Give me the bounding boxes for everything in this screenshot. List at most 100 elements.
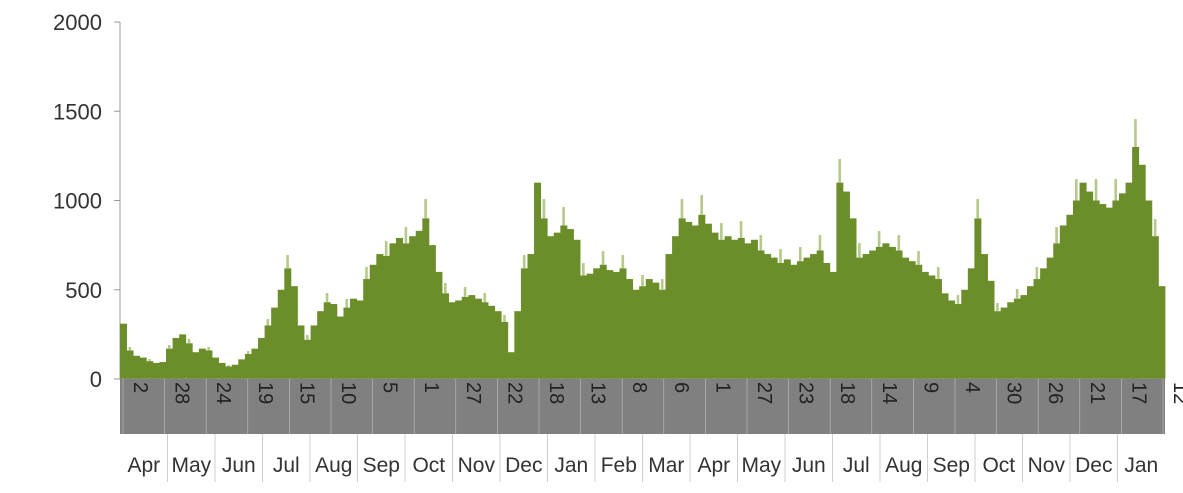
bar bbox=[672, 236, 680, 379]
date-tick-label: 4 bbox=[961, 382, 983, 393]
bar bbox=[750, 239, 758, 379]
bar bbox=[146, 361, 154, 379]
bar bbox=[573, 239, 581, 379]
bar bbox=[284, 268, 292, 379]
bar bbox=[382, 255, 390, 379]
month-label: Dec bbox=[505, 454, 542, 477]
bar bbox=[474, 298, 482, 379]
bar bbox=[1118, 193, 1126, 379]
bar bbox=[994, 311, 1002, 379]
bar bbox=[310, 325, 318, 379]
bar bbox=[829, 271, 837, 379]
bar-highlight bbox=[306, 335, 309, 340]
bar bbox=[1066, 214, 1074, 379]
bar-highlight bbox=[286, 255, 289, 269]
bar bbox=[652, 282, 660, 379]
bar bbox=[796, 261, 804, 379]
bar bbox=[527, 254, 535, 379]
bar bbox=[632, 289, 640, 379]
bar bbox=[336, 316, 344, 379]
month-label: Jun bbox=[222, 454, 256, 477]
month-axis: Apr May Jun Jul Aug Sep Oct Nov Dec Jan Feb Mar Apr M… bbox=[127, 434, 1158, 482]
bar bbox=[461, 296, 469, 379]
bar-highlight bbox=[1074, 179, 1078, 201]
y-tick-label: 500 bbox=[65, 278, 102, 303]
bar bbox=[126, 350, 134, 379]
bar-highlight bbox=[227, 365, 230, 367]
bar-highlight bbox=[1134, 119, 1137, 147]
bar bbox=[172, 337, 180, 379]
bar bbox=[849, 218, 857, 379]
bar bbox=[1020, 295, 1028, 379]
bar bbox=[685, 221, 693, 379]
date-tick-label: 1 bbox=[420, 382, 442, 393]
date-tick-label: 2 bbox=[129, 382, 151, 393]
month-label: Feb bbox=[601, 454, 637, 477]
month-label: Nov bbox=[458, 454, 496, 477]
bar bbox=[691, 225, 699, 379]
date-tick-label: 5 bbox=[379, 382, 401, 393]
bar bbox=[198, 348, 206, 379]
bar-highlight bbox=[384, 241, 388, 256]
bar bbox=[934, 279, 942, 379]
date-tick-label: 21 bbox=[1086, 382, 1108, 404]
bar bbox=[711, 232, 719, 379]
month-label: Jul bbox=[273, 454, 300, 477]
bar bbox=[258, 337, 265, 379]
month-label: Oct bbox=[982, 454, 1015, 477]
bar bbox=[678, 218, 686, 379]
month-label: Jul bbox=[843, 454, 870, 477]
bar bbox=[1013, 298, 1021, 379]
date-tick-label: 6 bbox=[670, 382, 692, 393]
bar bbox=[961, 289, 969, 379]
month-label: Aug bbox=[885, 454, 922, 477]
bar bbox=[376, 254, 384, 379]
bar bbox=[205, 350, 213, 379]
date-tick-label: 24 bbox=[212, 382, 234, 404]
bar-highlight bbox=[956, 295, 960, 305]
bar bbox=[731, 239, 739, 379]
bar bbox=[323, 302, 331, 379]
bar-highlight bbox=[996, 303, 999, 312]
bar-highlight bbox=[345, 299, 349, 308]
date-tick-label: 28 bbox=[171, 382, 193, 404]
bar bbox=[612, 271, 620, 379]
bar-highlight bbox=[739, 221, 743, 238]
y-tick-label: 2000 bbox=[53, 10, 102, 35]
month-label: Apr bbox=[697, 454, 730, 477]
bar bbox=[1086, 191, 1094, 379]
bar bbox=[212, 357, 219, 379]
bar bbox=[1092, 200, 1100, 379]
bar bbox=[251, 348, 259, 379]
bar bbox=[764, 254, 772, 379]
bar bbox=[159, 362, 167, 379]
bar bbox=[507, 352, 515, 379]
bar bbox=[553, 232, 561, 379]
date-tick-label: 22 bbox=[503, 382, 525, 404]
month-label: Sep bbox=[363, 454, 400, 477]
bar bbox=[1105, 207, 1113, 379]
bar-highlight bbox=[1094, 179, 1098, 201]
bar-highlight bbox=[897, 235, 901, 251]
bar bbox=[606, 270, 614, 379]
date-tick-label: 18 bbox=[836, 382, 858, 404]
date-tick-label: 17 bbox=[1127, 382, 1149, 404]
date-tick-label: 13 bbox=[587, 382, 609, 404]
bar bbox=[869, 250, 877, 379]
bar-highlight bbox=[700, 195, 703, 215]
bar bbox=[277, 289, 285, 379]
month-label: Nov bbox=[1028, 454, 1066, 477]
bar bbox=[297, 325, 305, 379]
date-tick-label: 1 bbox=[711, 382, 733, 393]
month-label: May bbox=[741, 454, 781, 477]
date-tick-band: 2 28 24 19 15 10 5 1 27 22 18 13 8 6 1 27 23 18 14 9 4 30 26 21… bbox=[120, 379, 1183, 434]
bar-highlight bbox=[542, 199, 546, 219]
bar bbox=[810, 254, 818, 379]
bar bbox=[744, 243, 752, 379]
bar bbox=[389, 243, 397, 379]
bar bbox=[185, 343, 193, 379]
bar-highlight bbox=[1055, 227, 1058, 244]
date-tick-label: 10 bbox=[337, 382, 359, 404]
bar bbox=[1079, 182, 1087, 379]
bar bbox=[882, 243, 890, 379]
